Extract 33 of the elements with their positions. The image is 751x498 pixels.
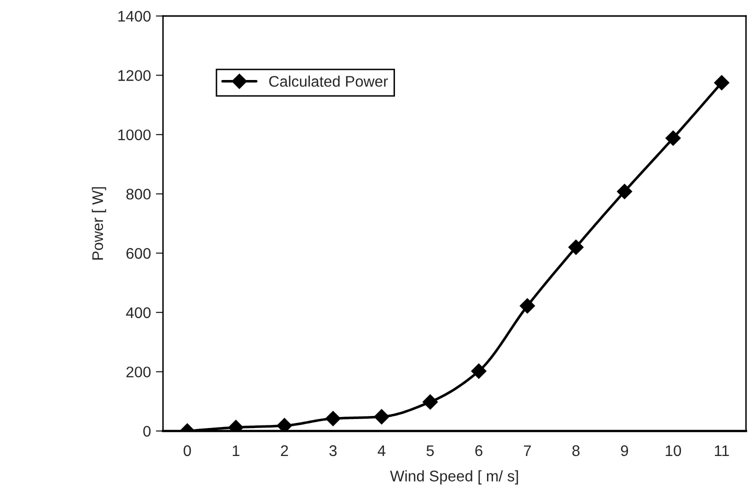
y-tick-label: 400 xyxy=(126,307,151,318)
y-tick-label: 1200 xyxy=(118,70,151,81)
point xyxy=(666,130,681,146)
x-tick-label: 5 xyxy=(426,445,434,456)
y-tick-label: 1400 xyxy=(118,10,151,22)
x-tick-label: 11 xyxy=(714,445,729,456)
y-axis-title: Power [ W] xyxy=(92,187,106,260)
y-tick-label: 600 xyxy=(126,248,151,259)
y-tick-label: 0 xyxy=(143,426,151,437)
x-tick-label: 1 xyxy=(232,445,240,456)
legend-label: Calculated Power xyxy=(269,76,388,87)
point xyxy=(374,409,390,424)
point xyxy=(520,298,535,314)
y-tick-label: 800 xyxy=(126,188,151,200)
point xyxy=(471,364,486,379)
point xyxy=(276,418,292,431)
point xyxy=(422,394,438,410)
x-tick-label: 0 xyxy=(184,445,191,456)
point xyxy=(568,240,584,255)
x-tick-label: 6 xyxy=(475,445,482,456)
x-tick-label: 2 xyxy=(280,445,288,456)
point xyxy=(714,75,730,90)
x-tick-label: 3 xyxy=(329,445,337,456)
x-tick-label: 7 xyxy=(524,445,531,456)
x-tick-label: 4 xyxy=(378,445,386,456)
x-tick-label: 9 xyxy=(621,445,628,456)
x-tick-label: 8 xyxy=(572,445,580,456)
y-tick-label: 1000 xyxy=(118,129,151,140)
x-axis-title: Wind Speed [ m/ s] xyxy=(390,470,518,484)
point xyxy=(325,410,341,426)
x-tick-label: 10 xyxy=(666,445,682,456)
point xyxy=(616,184,632,200)
y-tick-label: 200 xyxy=(126,366,151,378)
